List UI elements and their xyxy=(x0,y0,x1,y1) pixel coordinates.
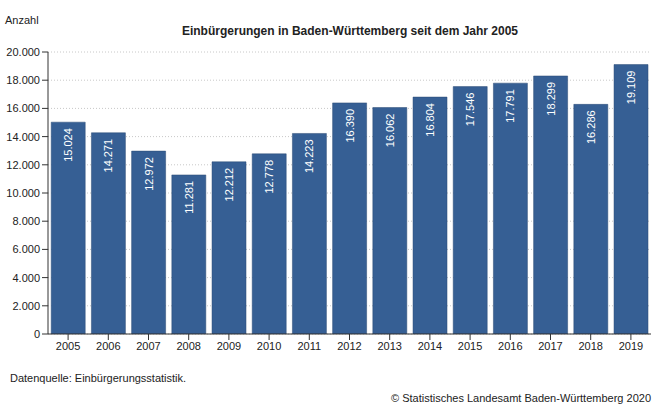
svg-text:2007: 2007 xyxy=(136,340,160,352)
svg-text:12.000: 12.000 xyxy=(8,159,40,171)
svg-text:16.804: 16.804 xyxy=(424,103,436,137)
html-text:Einbürgerungen in Baden-Württe: Einbürgerungen in Baden-Württemberg seit… xyxy=(182,24,518,38)
svg-text:18.000: 18.000 xyxy=(8,74,40,86)
svg-text:14.271: 14.271 xyxy=(102,139,114,173)
svg-text:2005: 2005 xyxy=(56,340,80,352)
svg-text:2.000: 2.000 xyxy=(12,300,40,312)
svg-text:16.062: 16.062 xyxy=(384,114,396,148)
svg-text:18.299: 18.299 xyxy=(545,82,557,116)
svg-text:15.024: 15.024 xyxy=(62,128,74,162)
svg-text:19.109: 19.109 xyxy=(625,71,637,105)
svg-text:2013: 2013 xyxy=(377,340,401,352)
svg-text:20.000: 20.000 xyxy=(8,46,40,58)
svg-text:2012: 2012 xyxy=(337,340,361,352)
svg-text:14.223: 14.223 xyxy=(303,139,315,173)
svg-text:11.281: 11.281 xyxy=(183,181,195,214)
svg-text:12.212: 12.212 xyxy=(223,168,235,202)
svg-text:12.778: 12.778 xyxy=(263,160,275,194)
svg-text:16.000: 16.000 xyxy=(8,102,40,114)
svg-text:2006: 2006 xyxy=(96,340,120,352)
svg-text:12.972: 12.972 xyxy=(143,157,155,191)
svg-text:2010: 2010 xyxy=(257,340,281,352)
svg-text:0: 0 xyxy=(34,328,40,340)
svg-text:6.000: 6.000 xyxy=(12,243,40,255)
svg-text:2016: 2016 xyxy=(498,340,522,352)
svg-text:17.546: 17.546 xyxy=(464,93,476,127)
html-text:© Statistisches Landesamt Bade: © Statistisches Landesamt Baden-Württemb… xyxy=(391,392,651,404)
svg-text:4.000: 4.000 xyxy=(12,272,40,284)
svg-text:17.791: 17.791 xyxy=(504,89,516,123)
svg-text:2015: 2015 xyxy=(458,340,482,352)
svg-text:2014: 2014 xyxy=(418,340,442,352)
svg-text:14.000: 14.000 xyxy=(8,131,40,143)
svg-text:2008: 2008 xyxy=(176,340,200,352)
svg-text:2017: 2017 xyxy=(538,340,562,352)
svg-text:10.000: 10.000 xyxy=(8,187,40,199)
svg-text:2011: 2011 xyxy=(297,340,321,352)
svg-text:2009: 2009 xyxy=(217,340,241,352)
html-text:Anzahl: Anzahl xyxy=(5,14,39,26)
html-text:Datenquelle: Einbürgerungsstat: Datenquelle: Einbürgerungsstatistik. xyxy=(10,372,187,384)
svg-text:2018: 2018 xyxy=(578,340,602,352)
svg-text:16.286: 16.286 xyxy=(585,110,597,144)
svg-text:8.000: 8.000 xyxy=(12,215,40,227)
svg-text:2019: 2019 xyxy=(619,340,643,352)
svg-text:16.390: 16.390 xyxy=(344,109,356,143)
